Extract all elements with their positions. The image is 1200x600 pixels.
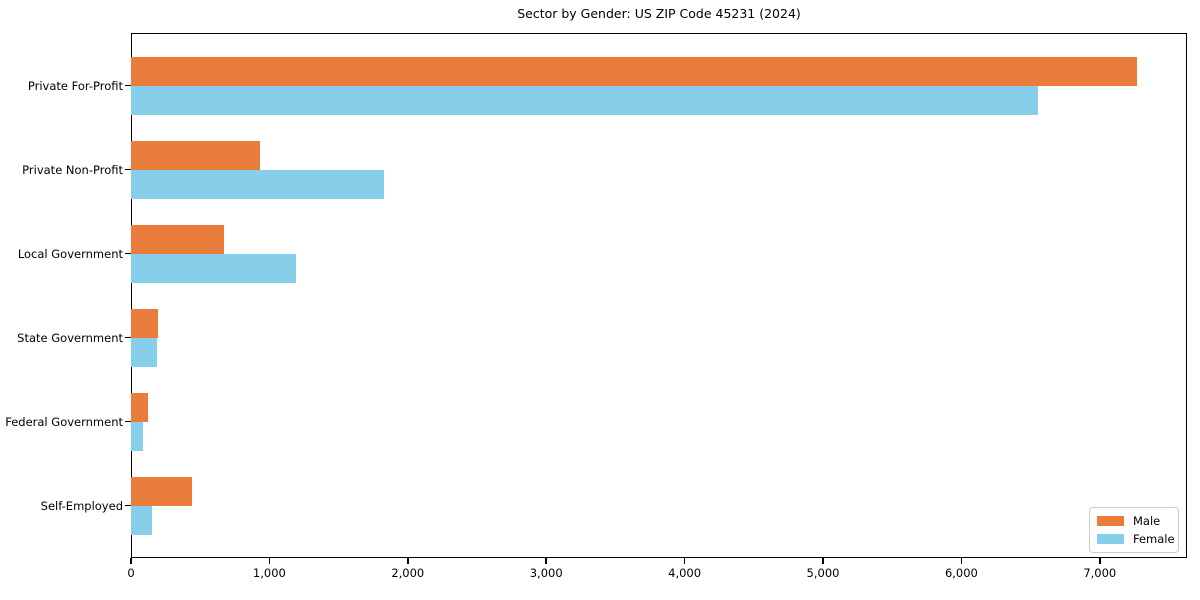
x-label-0: 0	[127, 566, 135, 580]
y-tick-private-for-profit	[125, 84, 131, 87]
bar-male-self-employed	[131, 476, 192, 506]
x-label-7000: 7,000	[1083, 566, 1117, 580]
bar-female-self-employed	[131, 505, 153, 535]
x-label-5000: 5,000	[806, 566, 840, 580]
legend-item-male: Male	[1097, 515, 1172, 527]
y-label-self-employed: Self-Employed	[40, 498, 123, 513]
bar-male-federal-government	[131, 392, 149, 422]
y-tick-state-government	[125, 336, 131, 339]
bar-female-federal-government	[131, 421, 143, 451]
bar-female-private-non-profit	[131, 169, 385, 199]
x-tick-2000	[407, 558, 409, 564]
x-tick-0	[130, 558, 132, 564]
bar-male-local-government	[131, 224, 225, 254]
bar-male-state-government	[131, 308, 158, 338]
x-tick-4000	[683, 558, 686, 564]
x-label-2000: 2,000	[391, 566, 425, 580]
y-label-federal-government: Federal Government	[5, 414, 123, 429]
legend-item-female: Female	[1097, 532, 1175, 546]
chart-title: Sector by Gender: US ZIP Code 45231 (202…	[517, 6, 801, 21]
legend-swatch-female-icon	[1097, 534, 1124, 544]
y-tick-self-employed	[125, 504, 131, 507]
y-label-state-government: State Government	[17, 330, 123, 345]
y-label-private-for-profit: Private For-Profit	[27, 78, 123, 93]
bar-male-private-for-profit	[131, 56, 1138, 86]
legend-label-male: Male	[1133, 514, 1161, 528]
plot-area	[131, 33, 1187, 558]
x-tick-5000	[822, 558, 824, 564]
legend-label-female: Female	[1133, 532, 1175, 546]
bar-female-local-government	[131, 253, 296, 283]
legend-swatch-male-icon	[1097, 516, 1124, 526]
y-tick-private-non-profit	[125, 168, 131, 171]
x-tick-3000	[545, 558, 547, 564]
y-tick-federal-government	[125, 420, 131, 423]
x-tick-1000	[268, 558, 271, 564]
x-tick-7000	[1099, 558, 1101, 564]
y-tick-local-government	[125, 252, 131, 255]
bar-male-private-non-profit	[131, 140, 261, 170]
bar-female-private-for-profit	[131, 85, 1038, 115]
bar-female-state-government	[131, 337, 157, 367]
x-label-4000: 4,000	[668, 566, 702, 580]
x-label-1000: 1,000	[252, 566, 286, 580]
y-label-local-government: Local Government	[17, 246, 123, 261]
y-label-private-non-profit: Private Non-Profit	[22, 162, 123, 177]
x-tick-6000	[960, 558, 963, 564]
x-label-6000: 6,000	[944, 566, 978, 580]
legend: Male Female	[1089, 507, 1179, 553]
y-axis-labels: Private For-Profit Private Non-Profit Loca…	[0, 0, 123, 600]
x-label-3000: 3,000	[529, 566, 563, 580]
